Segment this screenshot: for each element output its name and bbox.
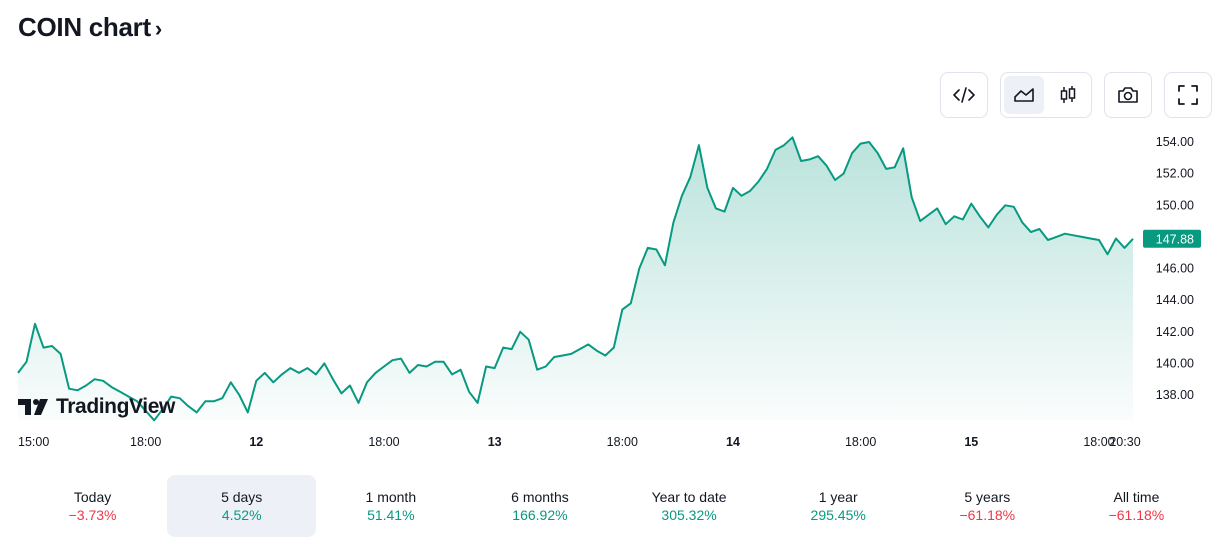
period-change: −61.18% xyxy=(1108,507,1165,523)
period-change: −61.18% xyxy=(959,507,1016,523)
y-tick-label: 144.00 xyxy=(1156,293,1194,307)
period-year-to-date[interactable]: Year to date 305.32% xyxy=(615,475,764,537)
price-area-fill xyxy=(18,137,1133,421)
y-tick-label: 152.00 xyxy=(1156,167,1194,181)
tradingview-logo-icon xyxy=(18,399,48,415)
x-tick-label: 15:00 xyxy=(18,435,49,449)
page-title: COIN chart xyxy=(18,12,151,42)
period-today[interactable]: Today −3.73% xyxy=(18,475,167,537)
area-chart-icon xyxy=(1014,88,1034,102)
period-change: 4.52% xyxy=(221,507,262,523)
y-tick-label: 142.00 xyxy=(1156,325,1194,339)
period-label: 5 days xyxy=(221,489,263,505)
x-tick-label: 20:30 xyxy=(1109,435,1140,449)
chart-title-link[interactable]: COIN chart › xyxy=(18,12,162,43)
last-price-tag xyxy=(1143,229,1201,248)
period-change: 305.32% xyxy=(661,507,717,523)
y-tick-label: 154.00 xyxy=(1156,135,1194,149)
x-tick-label: 15 xyxy=(964,435,978,449)
last-price-label: 147.88 xyxy=(1156,232,1194,246)
period-label: Today xyxy=(73,489,112,505)
x-tick-label: 14 xyxy=(726,435,740,449)
y-tick-label: 138.00 xyxy=(1156,388,1194,402)
x-tick-label: 13 xyxy=(488,435,502,449)
x-tick-label: 18:00 xyxy=(607,435,638,449)
y-tick-label: 140.00 xyxy=(1156,356,1194,370)
period-selector: Today −3.73% 5 days 4.52% 1 month 51.41% 6 mon… xyxy=(18,475,1211,537)
camera-icon xyxy=(1118,87,1138,103)
x-tick-label: 18:00 xyxy=(1083,435,1114,449)
candlestick-icon xyxy=(1060,86,1076,103)
period-label: Year to date xyxy=(651,489,727,505)
period-change: 295.45% xyxy=(810,507,866,523)
period-change: −3.73% xyxy=(68,507,117,523)
chart-style-group xyxy=(1000,72,1092,118)
x-tick-label: 18:00 xyxy=(368,435,399,449)
chevron-right-icon: › xyxy=(154,15,162,41)
y-tick-label: 146.00 xyxy=(1156,262,1194,276)
snapshot-button[interactable] xyxy=(1108,76,1148,114)
period-change: 166.92% xyxy=(512,507,568,523)
fullscreen-icon xyxy=(1178,85,1198,105)
code-icon xyxy=(953,87,975,103)
fullscreen-group xyxy=(1164,72,1212,118)
area-style-button[interactable] xyxy=(1004,76,1044,114)
fullscreen-button[interactable] xyxy=(1168,76,1208,114)
price-chart[interactable]: 154.00152.00150.00148.00146.00144.00142.… xyxy=(0,120,1229,460)
period-change: 51.41% xyxy=(367,507,415,523)
x-tick-label: 12 xyxy=(249,435,263,449)
candles-style-button[interactable] xyxy=(1048,76,1088,114)
period-label: 6 months xyxy=(511,489,569,505)
embed-group xyxy=(940,72,988,118)
x-tick-label: 18:00 xyxy=(130,435,161,449)
period-label: All time xyxy=(1113,489,1160,505)
period-all-time[interactable]: All time −61.18% xyxy=(1062,475,1211,537)
y-tick-label: 150.00 xyxy=(1156,198,1194,212)
period-1-year[interactable]: 1 year 295.45% xyxy=(764,475,913,537)
period-label: 1 month xyxy=(365,489,417,505)
period-label: 5 years xyxy=(964,489,1011,505)
period-label: 1 year xyxy=(818,489,858,505)
period-6-months[interactable]: 6 months 166.92% xyxy=(465,475,614,537)
embed-button[interactable] xyxy=(944,76,984,114)
x-tick-label: 18:00 xyxy=(845,435,876,449)
period-1-month[interactable]: 1 month 51.41% xyxy=(316,475,465,537)
period-5-days[interactable]: 5 days 4.52% xyxy=(167,475,317,537)
tradingview-logo-text: TradingView xyxy=(56,395,175,418)
price-series-line xyxy=(17,136,1134,422)
period-5-years[interactable]: 5 years −61.18% xyxy=(913,475,1062,537)
tradingview-logo[interactable]: TradingView xyxy=(18,395,175,419)
snapshot-group xyxy=(1104,72,1152,118)
